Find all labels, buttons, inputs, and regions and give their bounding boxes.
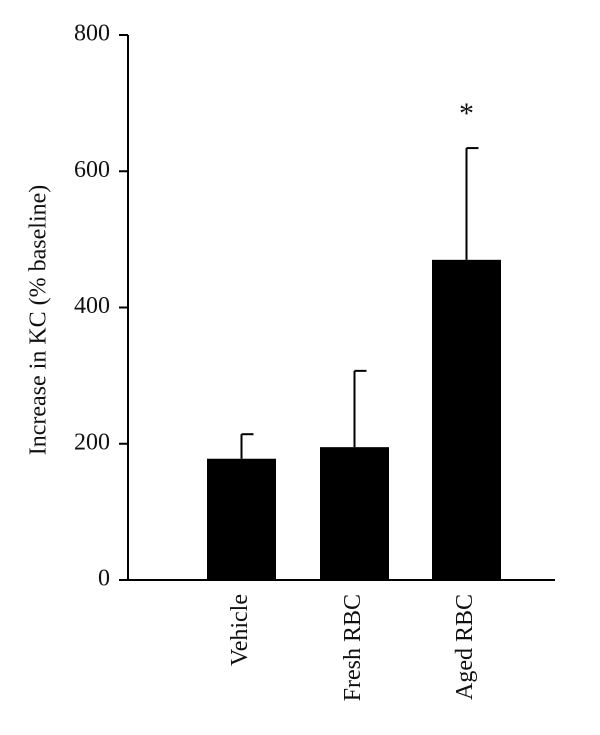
bar xyxy=(320,447,389,580)
x-tick-label: Aged RBC xyxy=(452,594,478,700)
y-axis-label: Increase in KC (% baseline) xyxy=(26,185,52,456)
bar xyxy=(207,458,276,580)
y-tick-label: 0 xyxy=(98,566,110,592)
y-tick-label: 400 xyxy=(74,293,110,319)
annotation: * xyxy=(459,97,474,130)
x-tick-label: Vehicle xyxy=(227,594,253,666)
y-tick-label: 800 xyxy=(74,21,110,47)
y-tick-label: 600 xyxy=(74,157,110,183)
x-tick-label: Fresh RBC xyxy=(340,594,366,701)
y-tick-label: 200 xyxy=(74,429,110,455)
bar xyxy=(432,259,501,580)
